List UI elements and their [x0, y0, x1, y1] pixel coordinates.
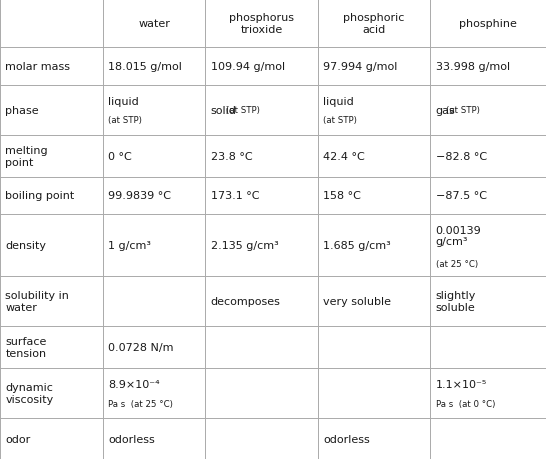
Text: very soluble: very soluble [323, 297, 391, 307]
Text: (at STP): (at STP) [227, 106, 260, 115]
Text: dynamic
viscosity: dynamic viscosity [5, 382, 54, 404]
Text: (at STP): (at STP) [108, 116, 142, 125]
Text: 0.0728 N/m: 0.0728 N/m [108, 342, 174, 353]
Text: phosphorus
trioxide: phosphorus trioxide [229, 13, 294, 35]
Text: 1.685 g/cm³: 1.685 g/cm³ [323, 241, 391, 250]
Text: decomposes: decomposes [211, 297, 281, 307]
Text: water: water [138, 19, 170, 29]
Text: 158 °C: 158 °C [323, 191, 361, 201]
Text: gas: gas [436, 106, 455, 116]
Text: 109.94 g/mol: 109.94 g/mol [211, 62, 285, 72]
Text: 0.00139
g/cm³: 0.00139 g/cm³ [436, 225, 482, 247]
Text: Pa s  (at 25 °C): Pa s (at 25 °C) [108, 399, 173, 408]
Text: −87.5 °C: −87.5 °C [436, 191, 486, 201]
Text: 18.015 g/mol: 18.015 g/mol [108, 62, 182, 72]
Text: odorless: odorless [108, 434, 155, 443]
Text: 173.1 °C: 173.1 °C [211, 191, 259, 201]
Text: odor: odor [5, 434, 31, 443]
Text: phosphoric
acid: phosphoric acid [343, 13, 405, 35]
Text: solid: solid [211, 106, 236, 116]
Text: liquid: liquid [108, 97, 139, 106]
Text: (at 25 °C): (at 25 °C) [436, 259, 478, 269]
Text: Pa s  (at 0 °C): Pa s (at 0 °C) [436, 399, 495, 408]
Text: −82.8 °C: −82.8 °C [436, 151, 487, 162]
Text: 97.994 g/mol: 97.994 g/mol [323, 62, 397, 72]
Text: 1 g/cm³: 1 g/cm³ [108, 241, 151, 250]
Text: solubility in
water: solubility in water [5, 291, 69, 312]
Text: 0 °C: 0 °C [108, 151, 132, 162]
Text: phase: phase [5, 106, 39, 116]
Text: 2.135 g/cm³: 2.135 g/cm³ [211, 241, 278, 250]
Text: 42.4 °C: 42.4 °C [323, 151, 365, 162]
Text: surface
tension: surface tension [5, 336, 47, 358]
Text: molar mass: molar mass [5, 62, 70, 72]
Text: 99.9839 °C: 99.9839 °C [108, 191, 171, 201]
Text: slightly
soluble: slightly soluble [436, 291, 476, 312]
Text: 23.8 °C: 23.8 °C [211, 151, 252, 162]
Text: (at STP): (at STP) [323, 116, 357, 125]
Text: density: density [5, 241, 46, 250]
Text: 33.998 g/mol: 33.998 g/mol [436, 62, 510, 72]
Text: melting
point: melting point [5, 146, 48, 168]
Text: 1.1×10⁻⁵: 1.1×10⁻⁵ [436, 379, 487, 389]
Text: boiling point: boiling point [5, 191, 75, 201]
Text: liquid: liquid [323, 97, 354, 106]
Text: (at STP): (at STP) [446, 106, 480, 115]
Text: odorless: odorless [323, 434, 370, 443]
Text: phosphine: phosphine [459, 19, 517, 29]
Text: 8.9×10⁻⁴: 8.9×10⁻⁴ [108, 379, 160, 389]
